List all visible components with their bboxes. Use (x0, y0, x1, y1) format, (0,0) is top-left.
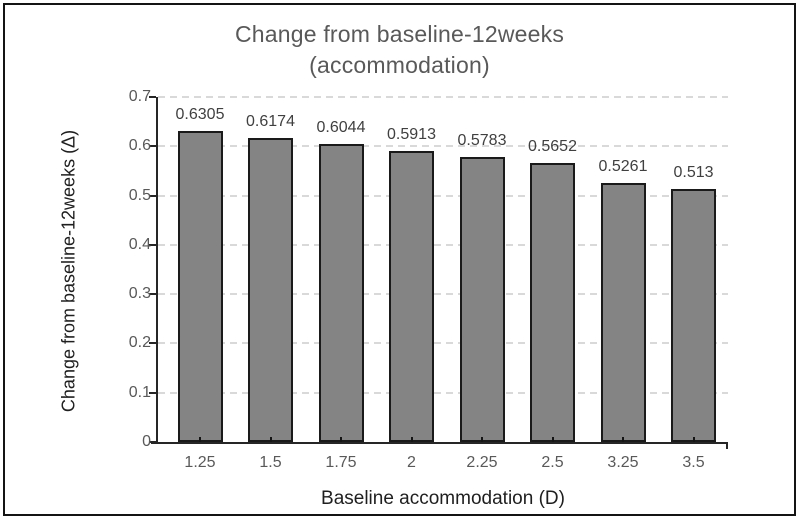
y-axis-title: Change from baseline-12weeks (Δ) (58, 129, 79, 413)
x-tick-label: 1.5 (259, 454, 282, 471)
gridline (158, 342, 728, 345)
x-axis-tick (481, 437, 483, 442)
gridline (158, 96, 728, 98)
y-axis-line (156, 97, 158, 442)
x-axis-tick (199, 437, 201, 442)
x-tick-label: 1.25 (184, 454, 216, 471)
bar-value-label: 0.6044 (316, 119, 366, 137)
bar-value-label: 0.5913 (387, 125, 436, 143)
x-axis-tick (551, 437, 554, 442)
gridline (158, 293, 728, 296)
bar (389, 150, 434, 442)
y-axis-tick (149, 293, 156, 296)
y-tick-label: 0.1 (128, 383, 151, 401)
x-axis-tick (269, 437, 272, 442)
chart-title-line1: Change from baseline-12weeks (234, 21, 565, 47)
y-tick-label: 0.7 (128, 88, 151, 105)
gridline (158, 194, 728, 197)
bar (600, 182, 646, 442)
y-tick-label: 0.5 (128, 186, 151, 204)
y-tick-label: 0.3 (128, 285, 151, 303)
y-tick-label: 0.6 (128, 137, 151, 155)
x-tick-label: 1.75 (325, 454, 357, 471)
y-tick-label: 0.4 (128, 235, 151, 253)
x-axis-line (151, 442, 728, 444)
bar-value-label: 0.5261 (598, 157, 648, 175)
y-axis-tick (149, 441, 156, 443)
bar-value-label: 0.6305 (175, 106, 225, 124)
x-axis-title: Baseline accommodation (D) (321, 488, 565, 509)
bar-value-label: 0.5652 (528, 138, 577, 156)
y-axis-tick (149, 342, 156, 345)
y-axis-tick (149, 96, 156, 98)
y-axis-tick (149, 391, 156, 394)
x-tick-label: 2.5 (541, 454, 564, 471)
chart-title-line2: (accommodation) (309, 52, 490, 78)
x-axis-end-tick (726, 444, 728, 449)
x-tick-label: 2.25 (466, 454, 498, 471)
plot-area: 0.7 0.6 0.5 0.4 0.3 0.2 0.1 0 0.6305 1.25 0.6174 1.… (129, 88, 728, 471)
bar (248, 137, 293, 442)
figure-border: Change from baseline-12weeks (accommodat… (3, 3, 796, 516)
bar-value-label: 0.513 (673, 164, 714, 182)
bar (459, 156, 505, 442)
x-axis-tick (340, 437, 342, 442)
bar-value-label: 0.5783 (457, 131, 507, 149)
bar-value-label: 0.6174 (246, 112, 295, 130)
x-tick-label: 3.5 (682, 454, 705, 471)
y-axis-tick (149, 194, 156, 197)
bar (318, 144, 364, 442)
bar (177, 131, 223, 442)
x-axis-tick (692, 437, 695, 442)
bar (530, 163, 575, 442)
gridline (158, 145, 728, 148)
x-tick-label: 2 (407, 454, 416, 471)
y-tick-label: 0.2 (128, 334, 151, 352)
gridline (158, 391, 728, 394)
chart-title: Change from baseline-12weeks (accommodat… (5, 19, 794, 81)
gridline (158, 243, 728, 246)
x-axis-tick (410, 437, 413, 442)
y-axis-tick (149, 243, 156, 246)
y-tick-label: 0 (142, 433, 151, 450)
x-tick-label: 3.25 (607, 454, 639, 471)
bar (671, 189, 716, 442)
y-axis-tick (149, 145, 156, 148)
x-axis-tick (622, 437, 624, 442)
